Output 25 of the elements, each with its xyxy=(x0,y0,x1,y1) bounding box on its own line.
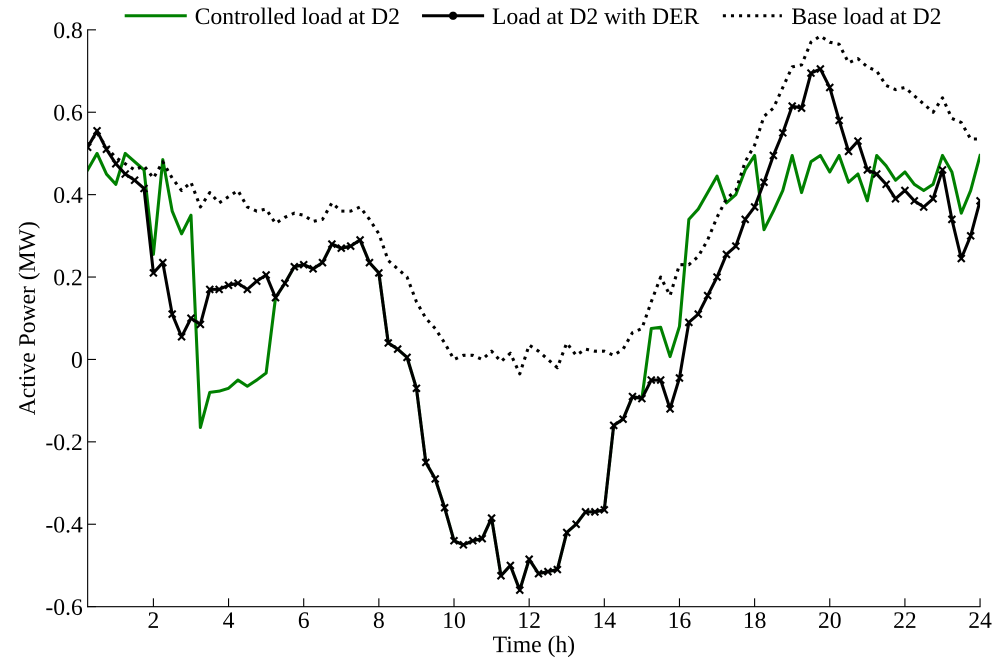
y-tick-label: 0.2 xyxy=(54,270,82,286)
legend-label: Controlled load at D2 xyxy=(196,8,399,24)
x-tick-label: 4 xyxy=(223,612,234,628)
x-tick-label: 8 xyxy=(374,612,384,628)
x-tick-label: 14 xyxy=(594,612,616,628)
y-tick-label: 0.6 xyxy=(54,104,82,121)
x-axis-title: Time (h) xyxy=(493,636,574,658)
x-tick-label: 18 xyxy=(744,612,766,628)
x-tick-label: 20 xyxy=(818,612,841,628)
legend-label: Load at D2 with DER xyxy=(492,8,700,24)
x-tick-label: 6 xyxy=(298,612,309,628)
y-tick-label: -0.4 xyxy=(46,516,82,533)
x-tick-label: 16 xyxy=(670,612,691,628)
x-tick-label: 12 xyxy=(519,612,540,628)
y-axis-title: Active Power (MW) xyxy=(18,222,40,416)
legend-label: Base load at D2 xyxy=(792,8,940,24)
y-tick-label: -0.2 xyxy=(46,434,82,450)
x-tick-label: 22 xyxy=(894,612,916,628)
y-tick-label: 0.8 xyxy=(54,22,82,38)
x-tick-label: 24 xyxy=(969,612,992,628)
y-tick-label: 0 xyxy=(72,352,82,368)
y-tick-label: 0.4 xyxy=(54,187,82,204)
x-tick-label: 2 xyxy=(148,612,158,628)
x-tick-label: 10 xyxy=(444,612,465,628)
y-tick-label: -0.6 xyxy=(46,599,82,616)
